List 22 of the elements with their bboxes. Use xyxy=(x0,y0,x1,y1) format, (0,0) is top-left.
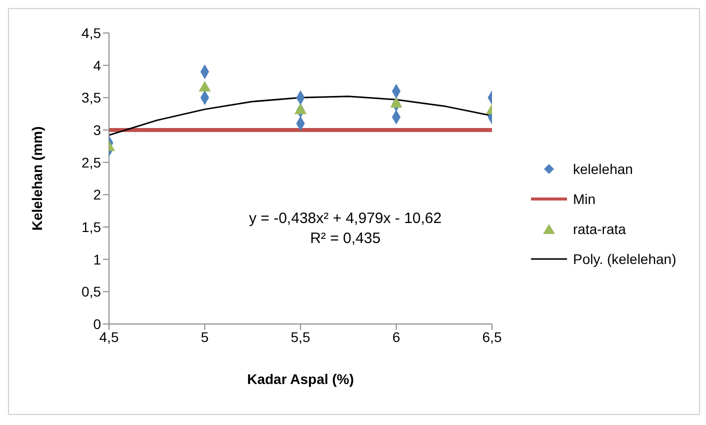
y-tick-label: 3,5 xyxy=(82,90,102,106)
legend-label: Poly. (kelelehan) xyxy=(573,251,676,267)
legend-label: Min xyxy=(573,191,596,207)
y-tick-label: 2 xyxy=(93,186,102,203)
y-tick-label: 0,5 xyxy=(82,284,102,300)
y-tick-label: 0 xyxy=(93,316,102,332)
x-tick-label: 5,5 xyxy=(290,328,310,345)
x-tick-label: 6 xyxy=(392,328,400,345)
legend-label: rata-rata xyxy=(573,221,626,237)
y-tick-label: 4,5 xyxy=(82,24,102,41)
annotation: R² = 0,435 xyxy=(309,229,382,249)
x-axis-title: Kadar Aspal (%) xyxy=(247,371,354,387)
x-tick-label: 6,5 xyxy=(482,328,502,345)
legend-label: kelelehan xyxy=(573,161,633,177)
y-tick-label: 4 xyxy=(93,57,102,74)
y-axis-title: Kelelehan (mm) xyxy=(28,126,45,231)
y-tick-label: 1 xyxy=(93,251,102,268)
y-tick-label: 3 xyxy=(93,122,102,138)
y-tick-label: 1,5 xyxy=(82,218,102,235)
annotation: y = -0,438x² + 4,979x - 10,62 xyxy=(249,209,442,229)
x-tick-label: 5 xyxy=(200,328,209,345)
y-tick-label: 2,5 xyxy=(82,154,102,170)
